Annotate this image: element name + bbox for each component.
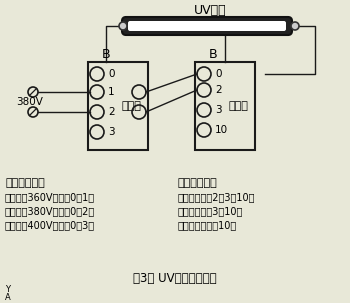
Text: B: B [209,48,217,62]
Text: 图3： UV灯接线示意图: 图3： UV灯接线示意图 [133,271,217,285]
Text: 当用中光时，3、10端: 当用中光时，3、10端 [178,206,243,216]
Text: 3: 3 [108,127,115,137]
FancyBboxPatch shape [122,17,292,35]
Text: 2: 2 [108,107,115,117]
Text: 当电压在400V时，接0、3端: 当电压在400V时，接0、3端 [5,220,95,230]
Text: A: A [5,292,11,301]
Circle shape [119,22,127,30]
Text: 变压器端子：: 变压器端子： [5,178,45,188]
Text: 当电压在360V时，接0、1端: 当电压在360V时，接0、1端 [5,192,95,202]
Text: 0: 0 [108,69,114,79]
Text: 电容器端子：: 电容器端子： [178,178,218,188]
Text: 当用弱光时，接10端: 当用弱光时，接10端 [178,220,237,230]
Bar [195,62,255,150]
Text: B: B [102,48,110,62]
Text: 电容器: 电容器 [228,101,248,111]
Text: 0: 0 [215,69,222,79]
Text: 380V: 380V [16,97,43,107]
FancyBboxPatch shape [128,21,286,31]
Circle shape [291,22,299,30]
Text: UV灯管: UV灯管 [194,4,226,16]
Text: 变压器: 变压器 [121,101,141,111]
Bar [88,62,148,150]
Text: 1: 1 [108,87,115,97]
Text: 10: 10 [215,125,228,135]
Text: 2: 2 [215,85,222,95]
Text: 当电压在380V时，接0、2端: 当电压在380V时，接0、2端 [5,206,95,216]
Text: 当用强光时，2、3、10端: 当用强光时，2、3、10端 [178,192,256,202]
Text: 3: 3 [215,105,222,115]
Text: Y: Y [5,285,10,295]
